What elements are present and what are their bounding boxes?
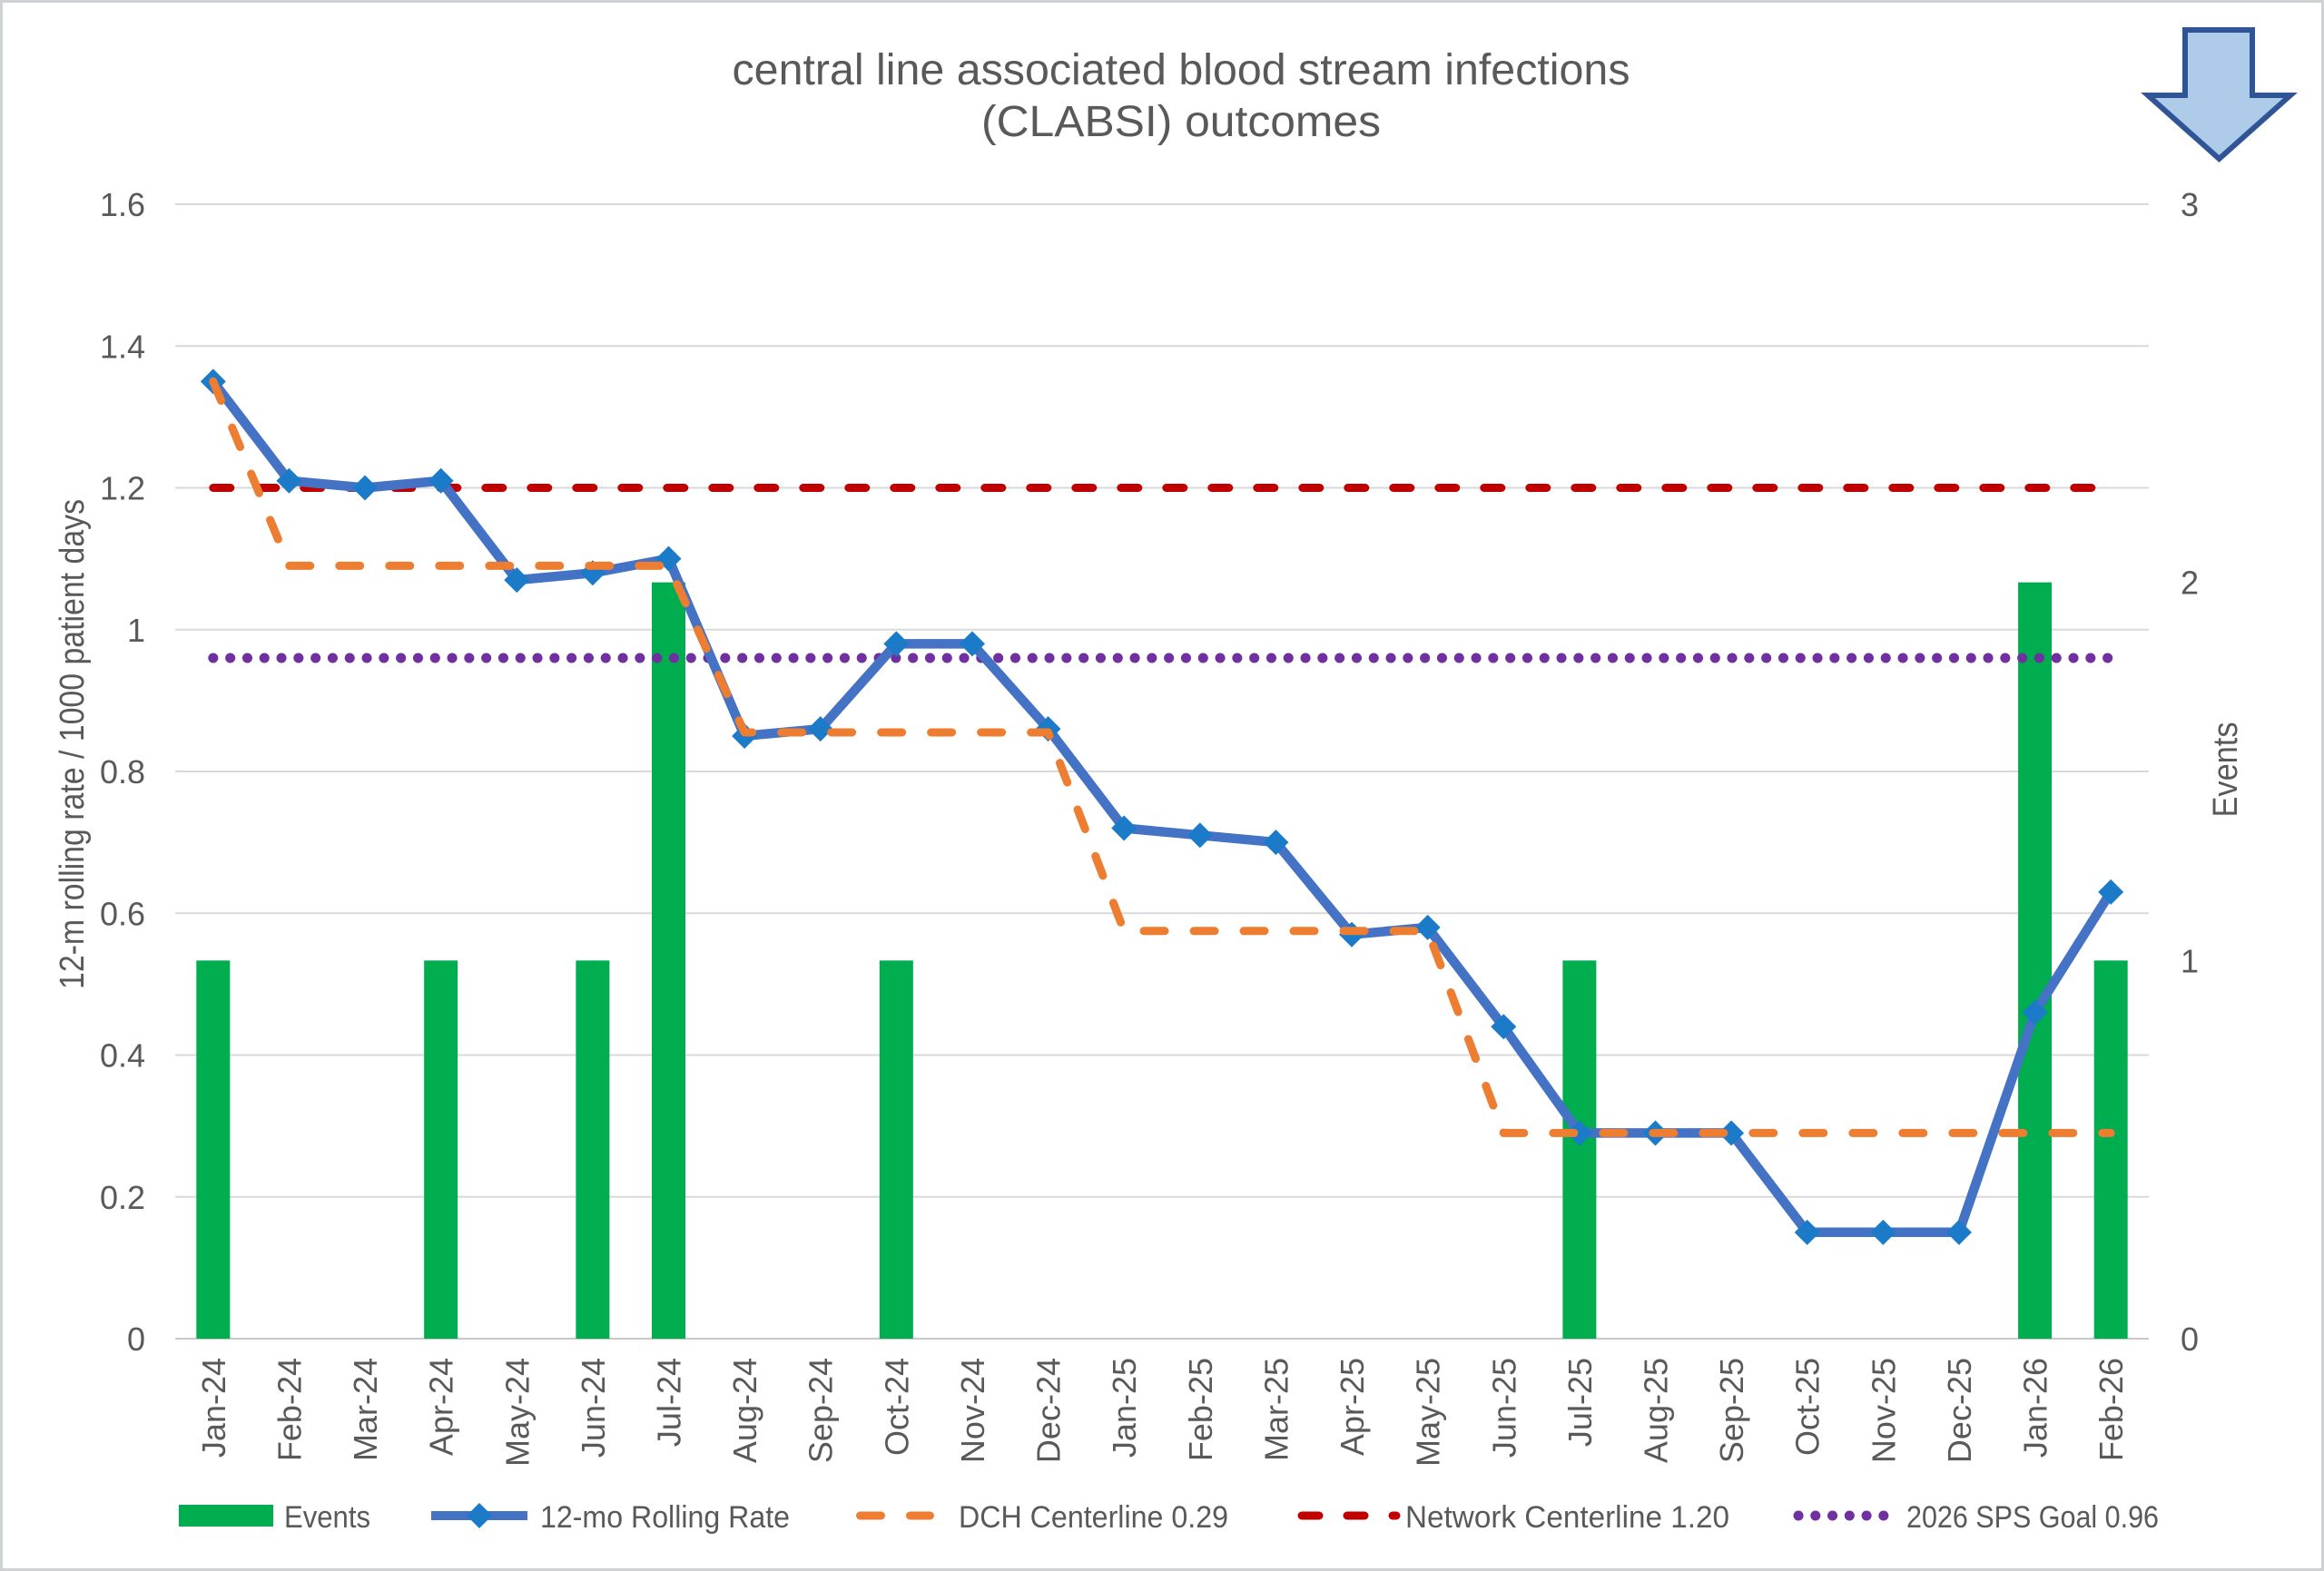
left-axis-tick-0.2: 0.2 [100, 1179, 145, 1216]
x-axis-label-Jan-24: Jan-24 [195, 1358, 232, 1458]
rolling-rate-marker-Feb-25 [1187, 822, 1213, 849]
chart-title-line2: (CLABSI) outcomes [981, 98, 1381, 146]
x-axis-label-Jun-25: Jun-25 [1485, 1358, 1522, 1458]
rolling-rate-marker-Nov-24 [959, 631, 985, 657]
rolling-rate-marker-Oct-24 [883, 631, 910, 657]
event-bar-Jan-26 [2018, 582, 2053, 1339]
rolling-rate-marker-Mar-24 [352, 475, 379, 501]
rolling-rate-marker-May-24 [504, 567, 530, 594]
rolling-rate-marker-Feb-24 [276, 467, 302, 494]
x-axis-label-May-25: May-25 [1410, 1358, 1447, 1467]
x-axis-label-Aug-24: Aug-24 [726, 1358, 763, 1463]
left-axis-title: 12-m rolling rate / 1000 patient days [54, 499, 92, 989]
rolling-rate-marker-Jul-25 [1566, 1120, 1592, 1146]
x-axis-label-Dec-24: Dec-24 [1030, 1358, 1068, 1463]
legend-label-rolling-rate: 12-mo Rolling Rate [540, 1500, 790, 1535]
x-axis-label-May-24: May-24 [498, 1358, 536, 1467]
left-axis-tick-1.6: 1.6 [100, 186, 145, 223]
left-axis-tick-1: 1 [127, 612, 145, 649]
right-axis-title: Events [2207, 722, 2245, 818]
left-axis-tick-1.4: 1.4 [100, 328, 145, 365]
x-axis-label-Feb-24: Feb-24 [271, 1358, 308, 1461]
chart-title-line1: central line associated blood stream inf… [733, 46, 1630, 94]
rolling-rate-marker-Jan-25 [1111, 815, 1137, 841]
rolling-rate-marker-Oct-25 [1794, 1219, 1820, 1245]
x-axis-label-Dec-25: Dec-25 [1941, 1358, 1978, 1463]
x-axis-label-Feb-26: Feb-26 [2093, 1358, 2130, 1461]
dch-centerline-layer [209, 377, 2115, 1137]
x-axis-label-Oct-24: Oct-24 [878, 1358, 915, 1456]
legend-rolling-marker [467, 1503, 492, 1528]
rolling-rate-marker-Sep-25 [1718, 1120, 1745, 1146]
legend-label-network: Network Centerline 1.20 [1405, 1500, 1729, 1535]
x-axis-label-Aug-25: Aug-25 [1638, 1358, 1675, 1463]
rolling-rate-line-layer [200, 368, 2124, 1245]
rolling-rate-marker-Dec-25 [1945, 1219, 1972, 1245]
event-bar-Oct-24 [879, 960, 913, 1339]
x-axis-label-Mar-24: Mar-24 [347, 1358, 384, 1461]
legend-label-sps: 2026 SPS Goal 0.96 [1906, 1500, 2159, 1535]
right-axis-tick-3: 3 [2181, 186, 2199, 223]
legend-label-dch: DCH Centerline 0.29 [959, 1500, 1228, 1535]
event-bar-Jul-24 [652, 582, 685, 1339]
legend-swatch-rolling-rate [431, 1503, 527, 1528]
legend-swatch-events [179, 1505, 273, 1527]
rolling-rate-marker-Feb-26 [2098, 879, 2124, 905]
event-bars-layer [196, 582, 2128, 1339]
x-axis-label-Sep-24: Sep-24 [803, 1358, 840, 1463]
x-axis-label-Jul-25: Jul-25 [1561, 1358, 1599, 1447]
x-axis-label-Jun-24: Jun-24 [575, 1358, 612, 1458]
gridlines-layer [175, 203, 2149, 1340]
x-axis-label-Nov-25: Nov-25 [1865, 1358, 1902, 1463]
right-axis-tick-1: 1 [2181, 942, 2199, 979]
event-bar-Feb-26 [2093, 960, 2128, 1339]
x-axis-label-Nov-24: Nov-24 [954, 1358, 991, 1463]
rolling-rate-marker-Apr-24 [428, 467, 454, 494]
left-axis-tick-0.4: 0.4 [100, 1037, 145, 1075]
x-axis-label-Feb-25: Feb-25 [1182, 1358, 1219, 1461]
down-arrow-icon [2141, 27, 2298, 163]
rolling-rate-marker-Jun-25 [1491, 1014, 1517, 1040]
left-axis-tick-0: 0 [127, 1321, 145, 1358]
left-axis-tick-0.6: 0.6 [100, 895, 145, 932]
legend-label-events: Events [284, 1500, 370, 1535]
x-axis-label-Jan-26: Jan-26 [2017, 1358, 2054, 1458]
legend: Events 12-mo Rolling Rate DCH Centerline… [179, 1500, 2159, 1535]
right-axis-tick-0: 0 [2181, 1321, 2199, 1358]
rolling-rate-marker-May-25 [1414, 914, 1441, 940]
rolling-rate-line [208, 377, 2116, 1238]
event-bar-Apr-24 [424, 960, 458, 1339]
right-axis-labels-layer: 0 1 2 3 [2181, 186, 2199, 1358]
left-axis-labels-layer: 0 0.2 0.4 0.6 0.8 1 1.2 1.4 1.6 [100, 186, 145, 1358]
x-axis-label-Oct-25: Oct-25 [1789, 1358, 1827, 1456]
x-axis-label-Jul-24: Jul-24 [651, 1358, 688, 1447]
x-axis-label-Apr-24: Apr-24 [423, 1358, 460, 1456]
left-axis-tick-1.2: 1.2 [100, 470, 145, 507]
right-axis-tick-2: 2 [2181, 565, 2199, 602]
rolling-rate-marker-Sep-24 [807, 716, 833, 742]
rolling-rate-marker-Jan-26 [2022, 999, 2048, 1026]
rolling-rate-marker-Mar-25 [1263, 830, 1289, 856]
event-bar-Jun-24 [576, 960, 610, 1339]
rolling-rate-marker-Nov-25 [1870, 1219, 1896, 1245]
x-axis-labels-layer: Jan-24 Feb-24 Mar-24 Apr-24 May-24 Jun-24 Jul-… [195, 1358, 2130, 1467]
x-axis-label-Sep-25: Sep-25 [1713, 1358, 1750, 1463]
left-axis-tick-0.8: 0.8 [100, 753, 145, 790]
x-axis-label-Jan-25: Jan-25 [1106, 1358, 1143, 1458]
dch-centerline-line [209, 377, 2115, 1137]
x-axis-label-Mar-25: Mar-25 [1257, 1358, 1295, 1461]
x-axis-label-Apr-25: Apr-25 [1334, 1358, 1371, 1456]
event-bar-Jul-25 [1562, 960, 1597, 1339]
event-bar-Jan-24 [196, 960, 231, 1339]
